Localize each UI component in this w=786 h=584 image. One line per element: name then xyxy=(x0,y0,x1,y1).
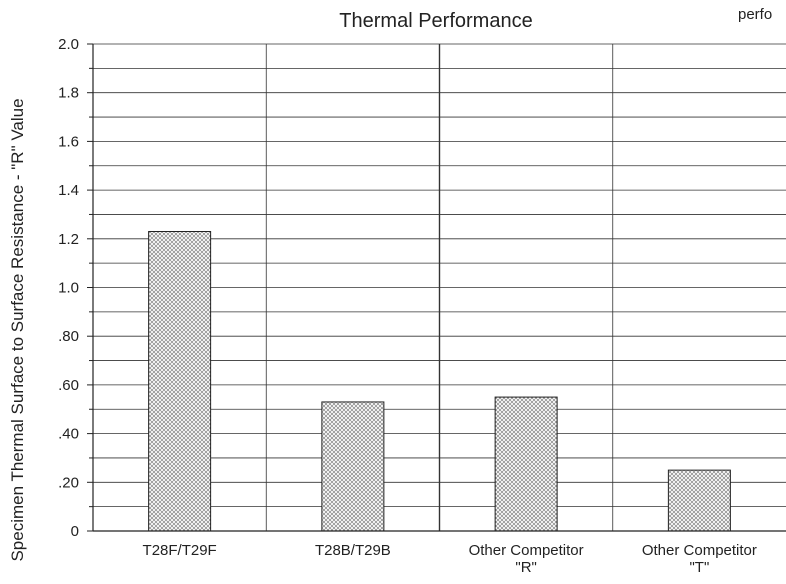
y-tick-label: .20 xyxy=(58,474,79,491)
y-tick-label: .60 xyxy=(58,377,79,394)
y-tick-label: 1.0 xyxy=(58,280,79,297)
x-tick-label: Other Competitor xyxy=(642,542,757,559)
y-tick-labels: 0 .20 .40 .60 .80 1.0 1.2 1.4 1.6 1.8 2.0 xyxy=(58,36,93,540)
x-tick-label: "T" xyxy=(689,559,709,576)
bar xyxy=(321,401,385,532)
y-tick-label: 2.0 xyxy=(58,36,79,53)
y-tick-label: 1.6 xyxy=(58,133,79,150)
x-tick-label: T28F/T29F xyxy=(143,542,217,559)
bar xyxy=(148,230,212,532)
y-tick-label: .40 xyxy=(58,426,79,443)
bars xyxy=(148,230,731,532)
chart-title: Thermal Performance xyxy=(339,10,532,32)
y-tick-label: 1.8 xyxy=(58,85,79,102)
x-tick-label: "R" xyxy=(515,559,536,576)
clipped-corner-text: perfo xyxy=(738,6,773,23)
y-tick-label: .80 xyxy=(58,328,79,345)
x-tick-label: Other Competitor xyxy=(469,542,584,559)
y-tick-label: 1.2 xyxy=(58,231,79,248)
bar xyxy=(494,396,558,532)
bar xyxy=(667,469,731,532)
y-tick-label: 0 xyxy=(71,523,79,540)
x-tick-labels: T28F/T29F T28B/T29B Other Competitor"R"Oth… xyxy=(143,542,757,576)
y-axis-label: Specimen Thermal Surface to Surface Resi… xyxy=(8,98,27,561)
x-tick-label: T28B/T29B xyxy=(315,542,391,559)
y-tick-label: 1.4 xyxy=(58,182,79,199)
